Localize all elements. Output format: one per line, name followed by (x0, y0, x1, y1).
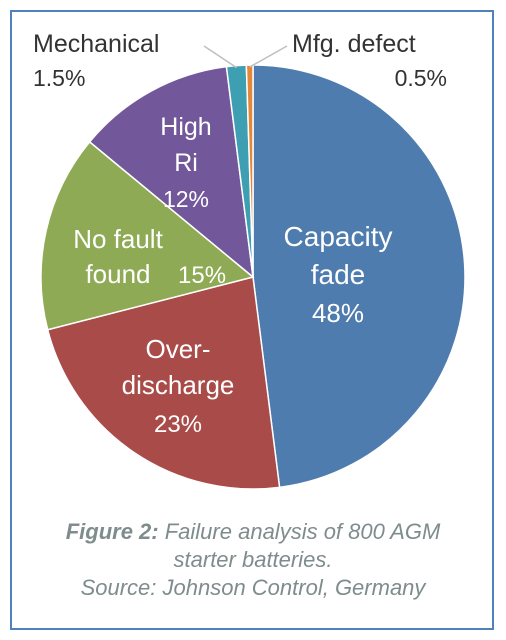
slice-percent-4: 1.5% (33, 65, 85, 91)
slice-label-0-line-0: Capacity (284, 221, 393, 252)
slice-percent-5: 0.5% (395, 65, 447, 91)
pie-slice-2 (40, 140, 255, 331)
pie-slice-3 (88, 65, 254, 279)
slice-label-2-line-1: found (85, 259, 150, 289)
leader-line-4 (203, 45, 237, 69)
slice-percent-3: 12% (163, 186, 209, 212)
figure-label: Figure 2: (65, 519, 159, 544)
slice-percent-2: 15% (178, 262, 226, 289)
slice-label-1-line-0: Over- (146, 334, 211, 364)
caption-line-3: Source: Johnson Control, Germany (80, 575, 426, 600)
pie-slice-1 (46, 276, 281, 490)
slice-percent-0: 48% (312, 298, 364, 328)
slice-label-0-line-1: fade (311, 259, 366, 290)
slice-label-1-line-1: discharge (122, 370, 235, 400)
slice-label-3-line-0: High (160, 113, 211, 141)
caption-line-1: Figure 2: Failure analysis of 800 AGM (12, 518, 494, 546)
leader-line-5 (249, 45, 288, 68)
slice-percent-1: 23% (154, 411, 202, 438)
slice-label-4-line-0: Mechanical (33, 30, 159, 58)
slice-label-5-line-0: Mfg. defect (292, 30, 416, 58)
figure-caption: Figure 2: Failure analysis of 800 AGM st… (12, 518, 494, 602)
caption-line-2: starter batteries. (173, 547, 333, 572)
slice-label-2-line-0: No fault (73, 224, 163, 254)
caption-text-1: Failure analysis of 800 AGM (158, 519, 441, 544)
pie-slice-0 (252, 64, 466, 489)
slice-label-3-line-1: Ri (174, 149, 198, 177)
